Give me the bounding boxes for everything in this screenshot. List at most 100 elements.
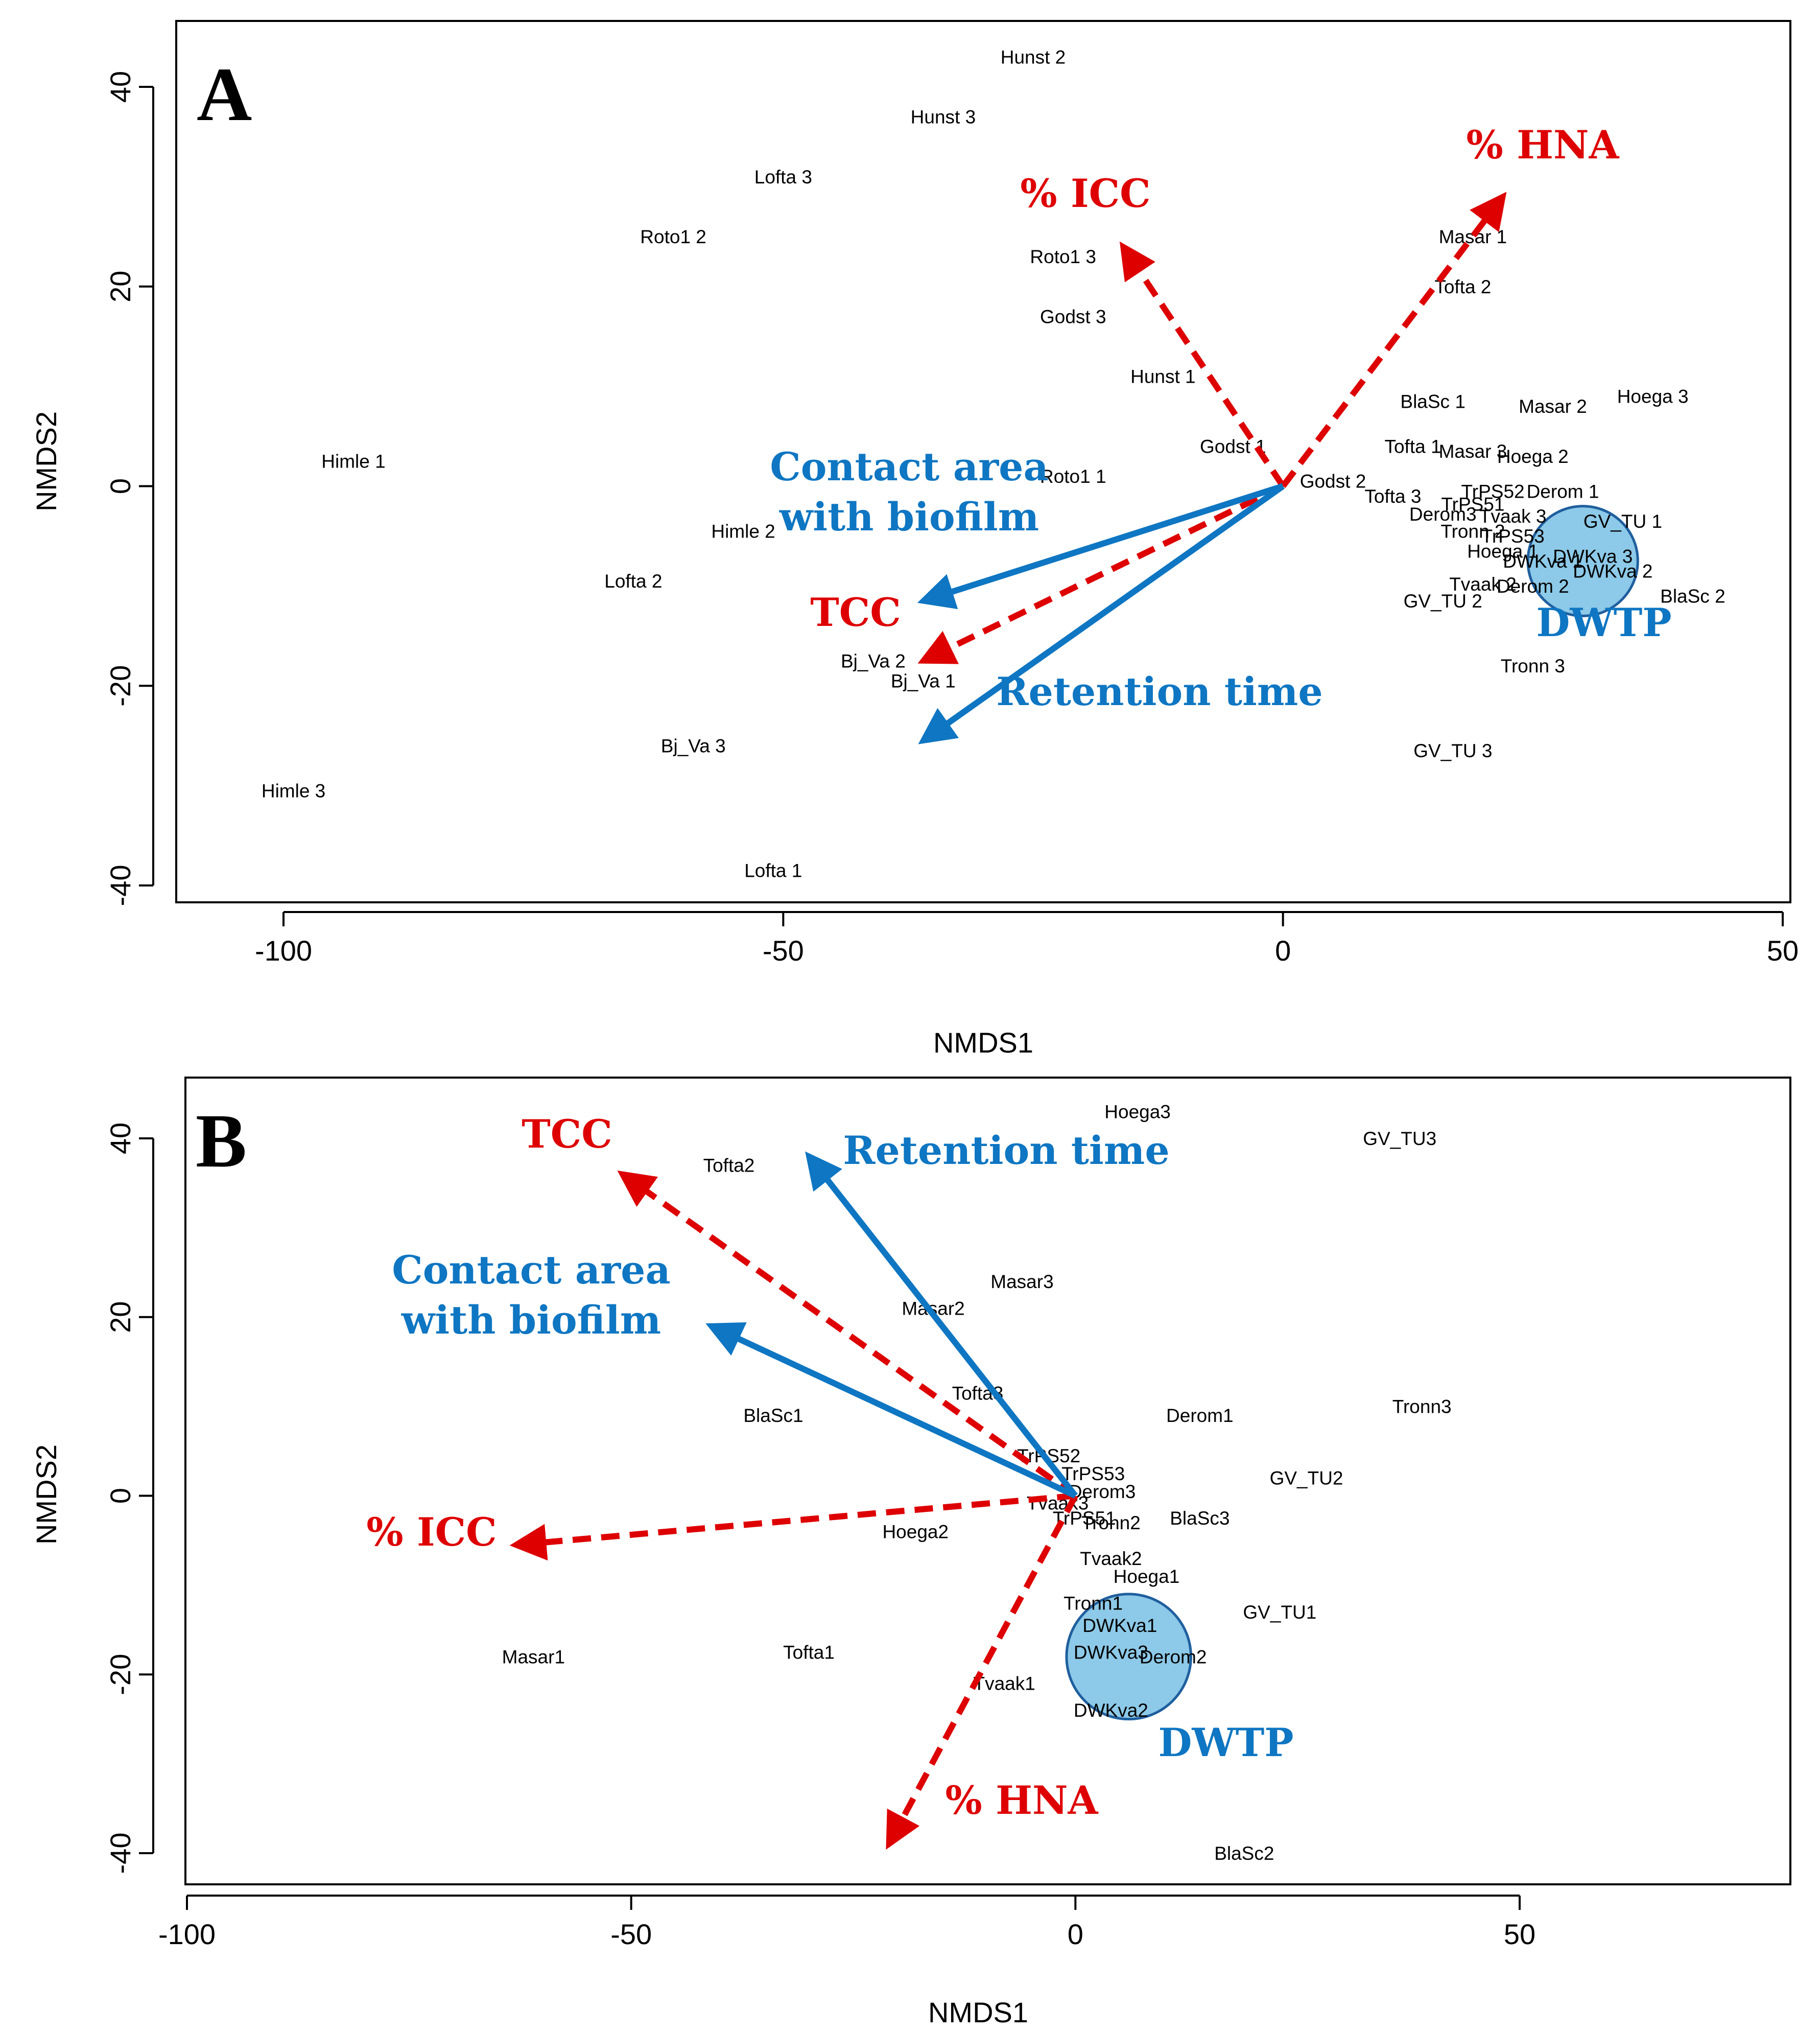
panel-a-point-tofta-3: Tofta 3 xyxy=(1364,486,1421,507)
panel-a-point-gv-tu-3: GV_TU 3 xyxy=(1413,740,1492,761)
panel-b-point-gv-tu1: GV_TU1 xyxy=(1243,1602,1316,1623)
panel-a-point-tronn-3: Tronn 3 xyxy=(1501,656,1565,676)
panel-a-arrow-label-retention-time: Retention time xyxy=(996,669,1322,714)
panel-a-point-trps53: TrPS53 xyxy=(1481,526,1545,547)
y-axis-label-a: NMDS2 xyxy=(30,411,62,511)
panel-a-point-himle-3: Himle 3 xyxy=(262,780,325,801)
panel-b-arrow-label-tcc: TCC xyxy=(522,1111,612,1157)
panel-b-y-tick-label: -40 xyxy=(104,1833,136,1874)
panel-a-point-derom-2: Derom 2 xyxy=(1497,576,1569,597)
panel-a-point-dwkva-1: DWKva 1 xyxy=(1503,551,1582,572)
y-axis-label-b: NMDS2 xyxy=(30,1444,62,1545)
plot-frame-a xyxy=(175,20,1791,903)
panel-a-point-derom-1: Derom 1 xyxy=(1527,481,1599,502)
panel-a-point-bj-va-2: Bj_Va 2 xyxy=(841,650,906,671)
panel-b-point-dwkva3: DWKva3 xyxy=(1074,1642,1148,1663)
panel-a-x-tick-label: -50 xyxy=(763,935,804,967)
panel-b-x-tick-label: -50 xyxy=(610,1918,652,1950)
panel-b: B NMDS1 NMDS2 -100 -50 0 50 -40 -20 0 20 40 DWTP… xyxy=(30,1077,1791,2028)
panel-b-arrow-label-icc: % ICC xyxy=(366,1509,497,1555)
x-axis-label-a: NMDS1 xyxy=(933,1026,1033,1059)
panel-a-point-bj-va-3: Bj_Va 3 xyxy=(661,735,726,756)
panel-a-point-lofta-1: Lofta 1 xyxy=(744,860,802,881)
panel-b-point-trps53: TrPS53 xyxy=(1061,1463,1125,1484)
panel-b-arrow-hna xyxy=(886,1494,1078,1850)
panel-a-point-tvaak-3: Tvaak 3 xyxy=(1479,506,1547,527)
panel-b-x-tick-label: 50 xyxy=(1504,1918,1535,1950)
panel-b-point-hoega1: Hoega1 xyxy=(1114,1566,1180,1587)
panel-a-point-hunst-3: Hunst 3 xyxy=(911,107,976,128)
panel-a-point-hoega-2: Hoega 2 xyxy=(1497,446,1569,467)
panel-a-point-trps51: TrPS51 xyxy=(1441,494,1504,515)
panel-a-point-hoega-1: Hoega 1 xyxy=(1467,541,1539,562)
panel-b-dwtp-label: DWTP xyxy=(1159,1720,1294,1765)
panel-a-point-tvaak-2: Tvaak 2 xyxy=(1449,574,1517,595)
panel-a-point-roto1-1: Roto1 1 xyxy=(1040,466,1106,487)
panel-b-y-tick-label: 20 xyxy=(104,1301,136,1333)
panel-a-point-tronn-2: Tronn 2 xyxy=(1440,521,1505,542)
panel-a-point-lofta-2: Lofta 2 xyxy=(604,571,662,592)
panel-a-arrow-label-icc: % ICC xyxy=(1020,171,1150,216)
panel-a-point-derom3: Derom3 xyxy=(1409,504,1477,525)
panel-b-arrow-tcc xyxy=(617,1171,1077,1499)
panel-a-arrow-tcc xyxy=(917,483,1285,664)
panel-b-arrow-contact-area-with-biofilm xyxy=(705,1322,1077,1499)
panel-b-point-blasc2: BlaSc2 xyxy=(1214,1843,1274,1864)
panel-b-point-hoega2: Hoega2 xyxy=(882,1521,949,1542)
panel-a-arrow-contact-area-with-biofilm xyxy=(917,483,1284,610)
panel-b-dwtp-cluster xyxy=(1065,1593,1192,1721)
panel-b-point-gv-tu2: GV_TU2 xyxy=(1270,1468,1343,1489)
panel-b-x-tick-label: 0 xyxy=(1068,1918,1083,1950)
panel-b-arrow-retention-time xyxy=(805,1151,1078,1498)
panel-a-y-tick-label: 40 xyxy=(104,71,136,103)
panel-a-point-gv-tu-1: GV_TU 1 xyxy=(1583,511,1662,532)
panel-a-x-tick-label: 0 xyxy=(1275,935,1291,967)
panel-a-point-bj-va-1: Bj_Va 1 xyxy=(891,670,956,691)
panel-a-arrow-label-hna: % HNA xyxy=(1467,122,1620,168)
panel-b-point-tvaak2: Tvaak2 xyxy=(1080,1548,1142,1569)
panel-b-point-tronn2: Tronn2 xyxy=(1081,1512,1141,1533)
panel-a-point-godst-2: Godst 2 xyxy=(1300,471,1366,492)
panel-a-y-tick-label: -20 xyxy=(104,665,136,707)
panel-a-point-tofta-1: Tofta 1 xyxy=(1384,436,1441,457)
panel-a-point-masar-3: Masar 3 xyxy=(1439,441,1507,462)
panel-a-point-trps52: TrPS52 xyxy=(1461,481,1525,502)
panel-b-point-blasc3: BlaSc3 xyxy=(1170,1508,1230,1529)
panel-a-point-hunst-2: Hunst 2 xyxy=(1001,46,1066,67)
panel-b-point-masar3: Masar3 xyxy=(990,1271,1053,1292)
panel-b-arrow-icc xyxy=(509,1492,1076,1561)
panel-a-point-dwkva-2: DWKva 2 xyxy=(1573,561,1652,582)
panel-a-point-hoega-3: Hoega 3 xyxy=(1617,386,1689,407)
panel-a-point-masar-2: Masar 2 xyxy=(1519,396,1587,417)
panel-a-point-roto1-3: Roto1 3 xyxy=(1030,246,1096,267)
panel-a-point-lofta-3: Lofta 3 xyxy=(754,167,812,188)
panel-b-point-tofta2: Tofta2 xyxy=(703,1155,755,1176)
panel-a-point-dwkva-3: DWKva 3 xyxy=(1553,546,1633,567)
panel-b-arrow-label-retention-time: Retention time xyxy=(843,1128,1169,1173)
panel-a-y-tick-label: 20 xyxy=(104,271,136,302)
panel-b-arrow-label-hna: % HNA xyxy=(946,1778,1099,1823)
panel-b-point-derom2: Derom2 xyxy=(1140,1646,1207,1667)
x-axis-label-b: NMDS1 xyxy=(928,1996,1028,2028)
panel-b-point-hoega3: Hoega3 xyxy=(1104,1102,1171,1123)
panel-b-letter: B xyxy=(196,1099,247,1183)
panel-b-point-gv-tu3: GV_TU3 xyxy=(1363,1128,1436,1149)
panel-a-dwtp-cluster xyxy=(1526,505,1639,617)
panel-b-y-tick-label: 0 xyxy=(104,1488,136,1504)
panel-b-point-trps51: TrPS51 xyxy=(1053,1508,1116,1529)
panel-a-point-godst-1: Godst 1 xyxy=(1200,436,1266,457)
panel-a-point-blasc-1: BlaSc 1 xyxy=(1400,391,1466,412)
panel-b-point-tronn3: Tronn3 xyxy=(1392,1396,1452,1417)
panel-a-point-roto1-2: Roto1 2 xyxy=(640,226,706,247)
panel-a-point-godst-3: Godst 3 xyxy=(1040,306,1106,327)
panel-a: A NMDS1 NMDS2 -100 -50 0 50 -40 -20 0 20 40 DWTP… xyxy=(30,20,1799,1059)
panel-b-point-tofta1: Tofta1 xyxy=(783,1642,835,1663)
panel-a-letter: A xyxy=(197,52,252,137)
panel-a-x-tick-label: 50 xyxy=(1767,935,1799,967)
panel-b-point-derom1: Derom1 xyxy=(1166,1405,1234,1426)
panel-a-point-himle-2: Himle 2 xyxy=(711,521,775,542)
panel-b-point-dwkva1: DWKva1 xyxy=(1082,1615,1157,1636)
panel-a-arrow-label-tcc: TCC xyxy=(810,590,901,635)
panel-b-point-derom3: Derom3 xyxy=(1069,1481,1136,1502)
